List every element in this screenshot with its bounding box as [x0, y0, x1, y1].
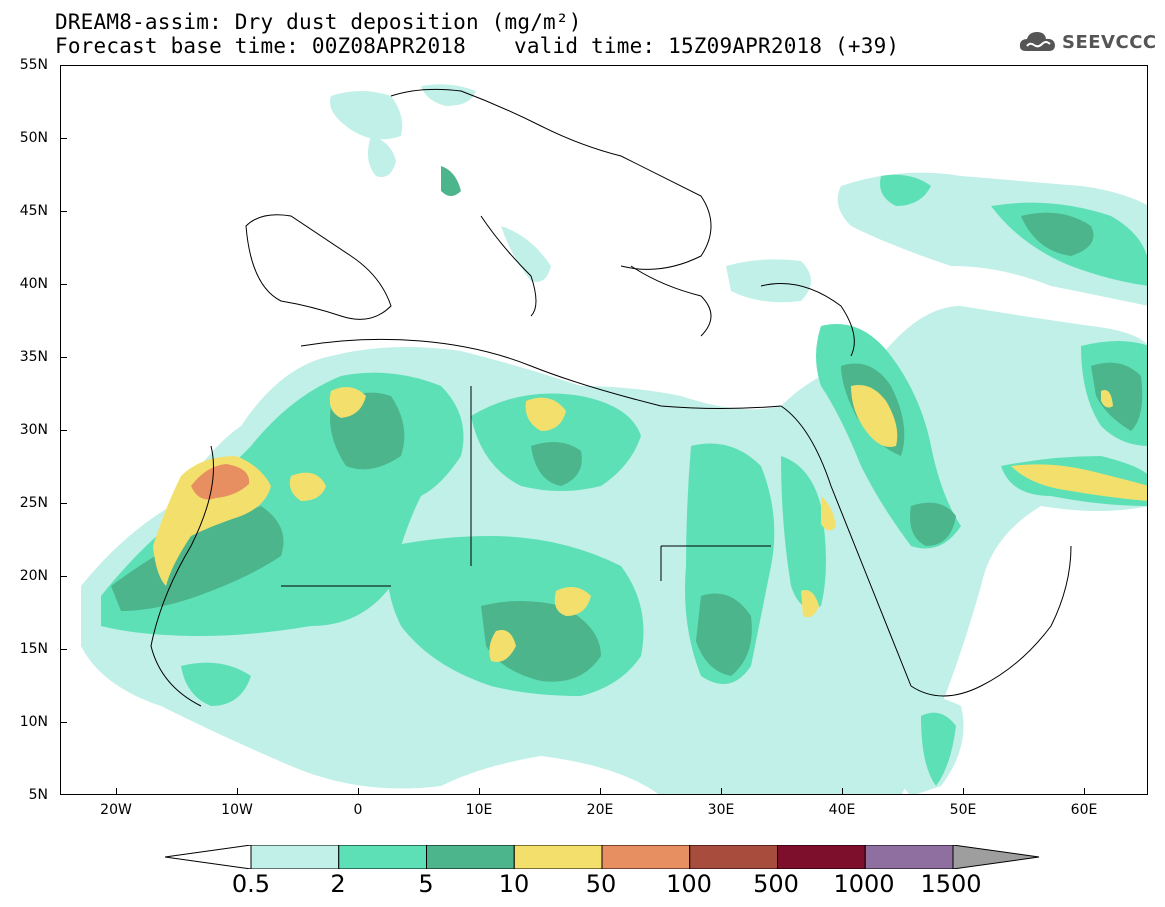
lat-label-45n: 45N — [19, 203, 48, 219]
lat-tick — [60, 138, 67, 139]
lat-label-20n: 20N — [19, 568, 48, 584]
colorbar-right-arrow — [952, 845, 1040, 869]
base-time-label: Forecast base time: 00Z08APR2018 — [55, 34, 466, 58]
legend-level-100: 100 — [666, 870, 712, 898]
lat-label-30n: 30N — [19, 422, 48, 438]
lat-tick — [60, 649, 67, 650]
colorbar-swatch — [338, 845, 427, 869]
legend-level-500: 500 — [753, 870, 799, 898]
colorbar-swatch — [864, 845, 954, 869]
lat-label-40n: 40N — [19, 276, 48, 292]
lon-label-50e: 50E — [949, 802, 977, 818]
lat-label-15n: 15N — [19, 641, 48, 657]
colorbar-swatch — [250, 845, 340, 869]
forecast-times: Forecast base time: 00Z08APR2018 valid ti… — [55, 35, 899, 57]
legend-level-1000: 1000 — [833, 870, 895, 898]
lat-tick — [60, 357, 67, 358]
deposition-dark — [111, 166, 1143, 682]
lon-label-30e: 30E — [707, 802, 735, 818]
lon-label-10w: 10W — [221, 802, 253, 818]
legend-level-5: 5 — [418, 870, 434, 898]
lat-tick — [60, 722, 67, 723]
lon-label-10e: 10E — [465, 802, 493, 818]
colorbar-swatch — [601, 845, 691, 869]
lat-label-50n: 50N — [19, 130, 48, 146]
legend-level-50: 50 — [585, 870, 617, 898]
lat-tick — [60, 503, 67, 504]
lon-tick — [963, 788, 964, 795]
dust-deposition-map — [60, 65, 1148, 795]
lon-tick — [721, 788, 722, 795]
country-borders — [150, 88, 1072, 707]
lat-tick — [60, 576, 67, 577]
legend-level-1500: 1500 — [920, 870, 982, 898]
lon-label-20w: 20W — [100, 802, 132, 818]
legend-level-0-5: 0.5 — [231, 870, 271, 898]
lat-label-10n: 10N — [19, 714, 48, 730]
lon-tick — [1084, 788, 1085, 795]
lat-tick — [60, 211, 67, 212]
lat-label-55n: 55N — [19, 57, 48, 73]
lon-tick — [237, 788, 238, 795]
lon-tick — [479, 788, 480, 795]
map-canvas — [81, 84, 1147, 794]
lat-label-5n: 5N — [28, 787, 48, 803]
lat-tick — [60, 430, 67, 431]
lon-label-0: 0 — [353, 802, 363, 818]
lat-label-25n: 25N — [19, 495, 48, 511]
seevccc-logo: SEEVCCC — [1018, 27, 1157, 57]
deposition-very-high — [191, 464, 250, 500]
lon-tick — [842, 788, 843, 795]
lon-label-40e: 40E — [828, 802, 856, 818]
lon-label-60e: 60E — [1070, 802, 1098, 818]
legend-level-10: 10 — [498, 870, 530, 898]
lat-label-35n: 35N — [19, 349, 48, 365]
lat-tick — [60, 284, 67, 285]
colorbar-left-arrow — [165, 845, 252, 869]
lon-tick — [358, 788, 359, 795]
lon-tick — [600, 788, 601, 795]
colorbar-swatches — [250, 845, 954, 869]
map-title: DREAM8-assim: Dry dust deposition (mg/m²… — [55, 10, 582, 34]
colorbar-legend — [165, 845, 1040, 869]
colorbar-swatch — [426, 845, 515, 869]
legend-level-2: 2 — [330, 870, 346, 898]
valid-time-label: valid time: 15Z09APR2018 (+39) — [513, 34, 900, 58]
lon-tick — [116, 788, 117, 795]
colorbar-swatch — [689, 845, 778, 869]
cloud-icon — [1019, 32, 1055, 51]
colorbar-swatch — [777, 845, 866, 869]
colorbar-swatch — [513, 845, 603, 869]
logo-text: SEEVCCC — [1062, 31, 1157, 53]
lon-label-20e: 20E — [586, 802, 614, 818]
